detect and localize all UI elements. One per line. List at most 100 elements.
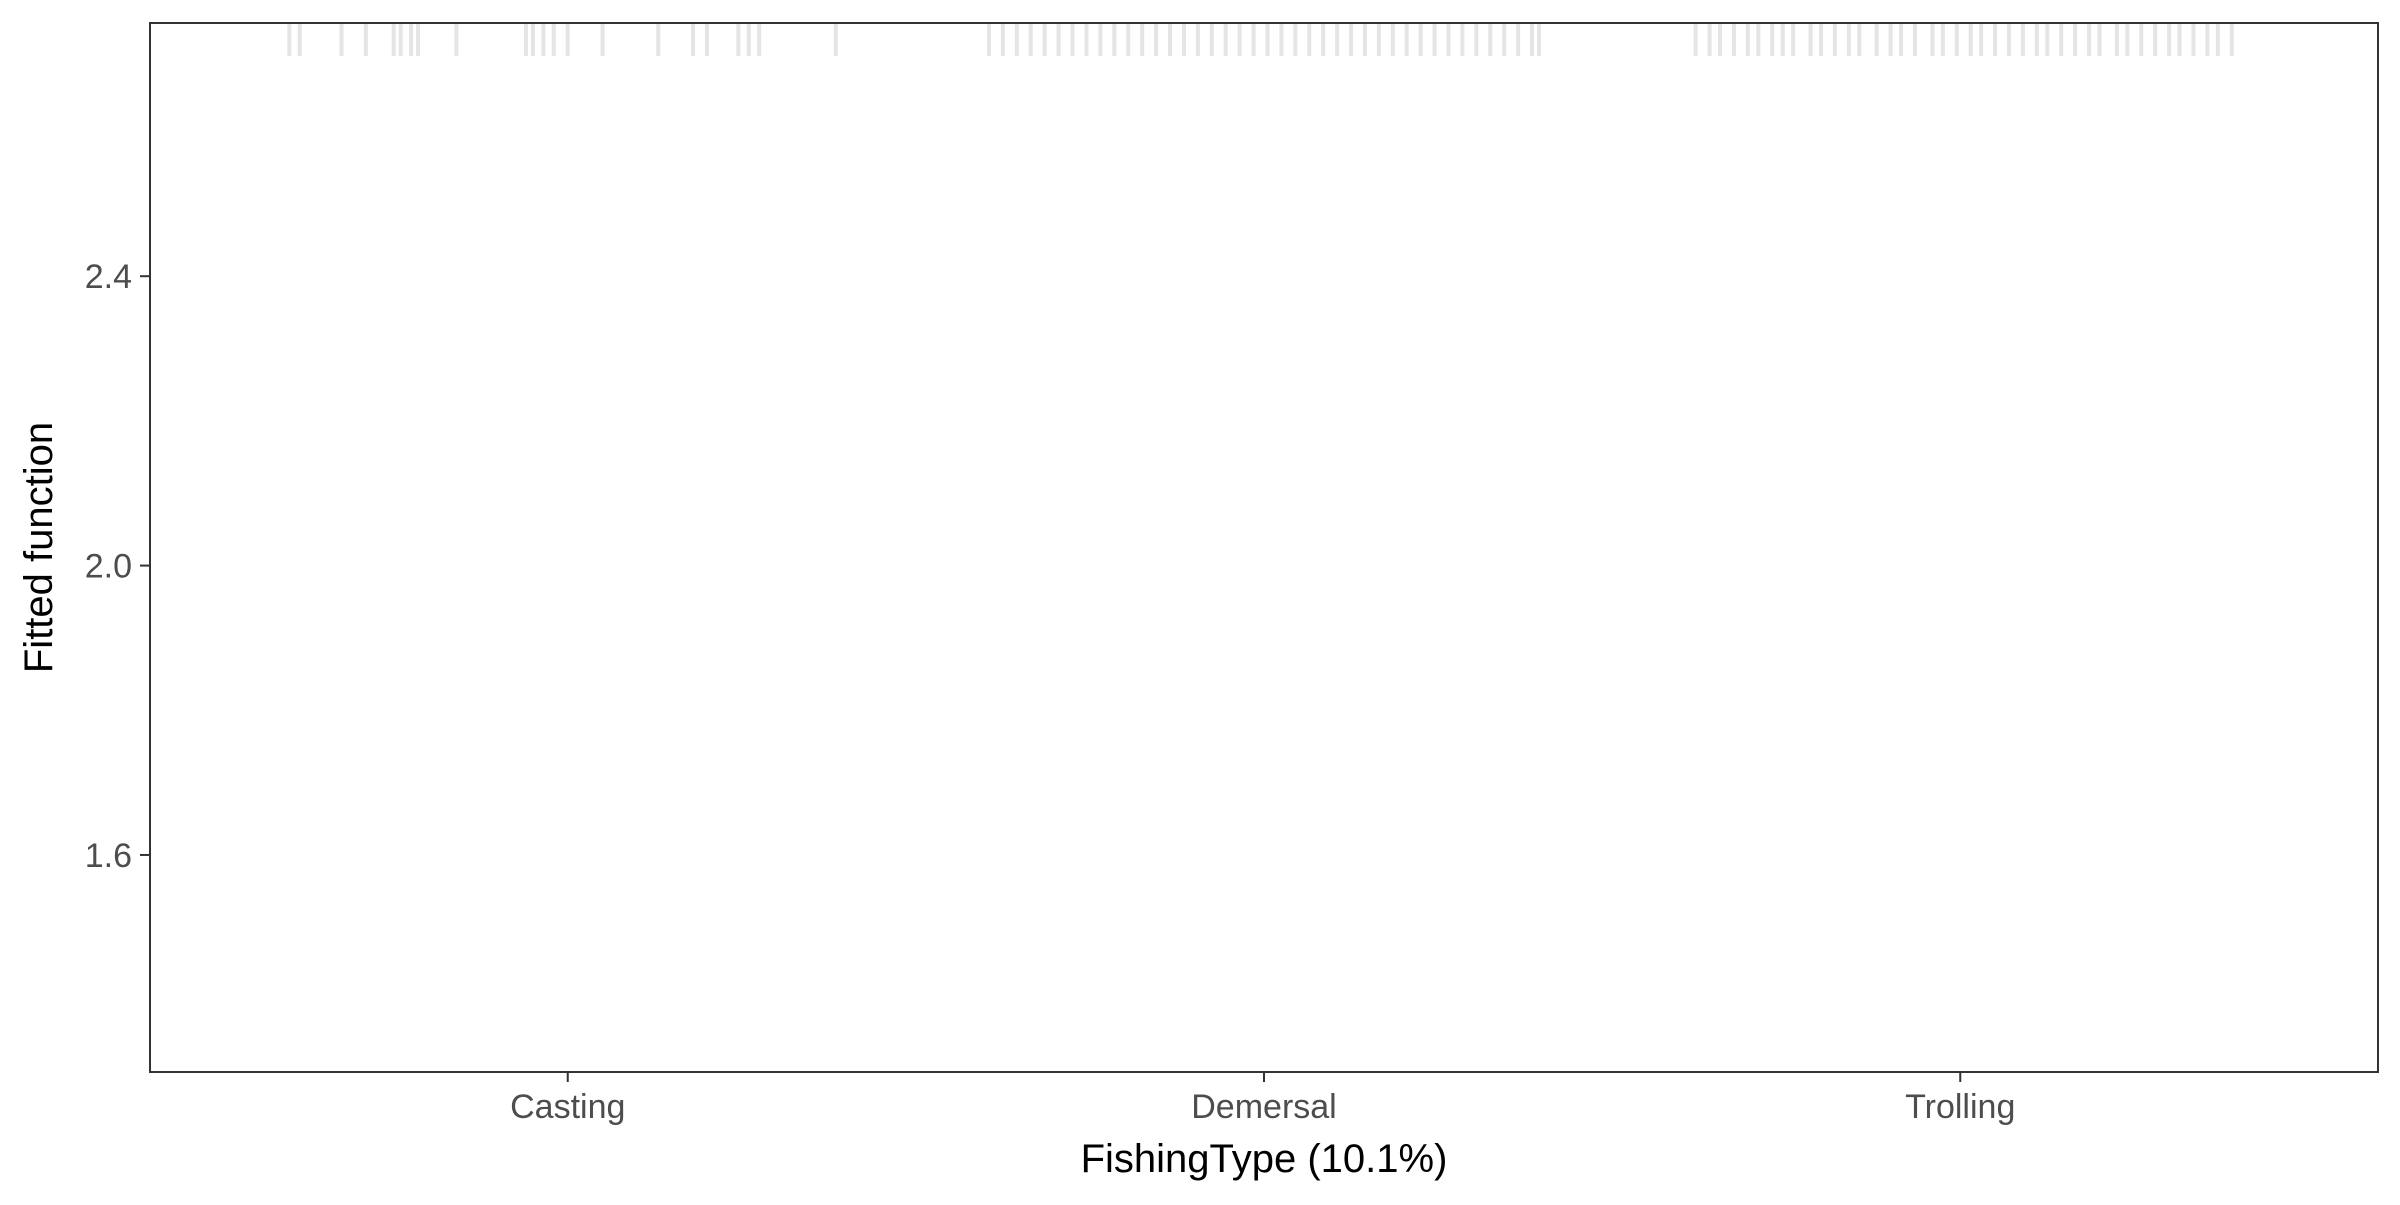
- rug-mark: [1335, 24, 1340, 56]
- rug-mark: [2167, 24, 2172, 56]
- rug-mark: [1251, 24, 1256, 56]
- rug-mark: [454, 24, 459, 56]
- rug-mark: [1028, 24, 1033, 56]
- y-tick-label: 2.4: [85, 258, 132, 296]
- rug-mark: [1084, 24, 1089, 56]
- rug-mark: [2114, 24, 2119, 56]
- rug-mark: [1223, 24, 1228, 56]
- rug-mark: [1390, 24, 1395, 56]
- rug-mark: [1404, 24, 1409, 56]
- rug-mark: [297, 24, 302, 56]
- rug-mark: [1446, 24, 1451, 56]
- y-axis-title: Fitted function: [17, 422, 61, 673]
- rug-mark: [600, 24, 605, 56]
- rug-mark: [1731, 24, 1736, 56]
- rug-mark: [541, 24, 546, 56]
- rug-mark: [1209, 24, 1214, 56]
- y-tick-label: 1.6: [85, 837, 132, 875]
- rug-mark: [2006, 24, 2011, 56]
- rug-mark: [1808, 24, 1813, 56]
- rug-mark: [1832, 24, 1837, 56]
- rug-mark: [1321, 24, 1326, 56]
- rug-mark: [530, 24, 535, 56]
- rug-mark: [1098, 24, 1103, 56]
- rug-mark: [1112, 24, 1117, 56]
- rug-mark: [1846, 24, 1851, 56]
- rug-mark: [656, 24, 661, 56]
- rug-mark: [1899, 24, 1904, 56]
- x-tick-label: Casting: [510, 1088, 625, 1126]
- rug-mark: [2087, 24, 2092, 56]
- rug-mark: [736, 24, 741, 56]
- y-axis: 1.6 2.0 2.4: [85, 258, 150, 875]
- rug-mark: [2153, 24, 2158, 56]
- rug-mark: [416, 24, 421, 56]
- rug-mark: [1718, 24, 1723, 56]
- rug-mark: [2205, 24, 2210, 56]
- rug-mark: [1181, 24, 1186, 56]
- x-axis-title: FishingType (10.1%): [1081, 1137, 1448, 1181]
- rug-mark: [986, 24, 991, 56]
- rug-mark: [2125, 24, 2130, 56]
- rug-mark: [1349, 24, 1354, 56]
- rug-mark: [1362, 24, 1367, 56]
- rug-mark: [1874, 24, 1879, 56]
- rug-mark: [287, 24, 292, 56]
- rug-mark: [1912, 24, 1917, 56]
- rug-mark: [2215, 24, 2220, 56]
- rug-mark: [1293, 24, 1298, 56]
- rug-mark: [2191, 24, 2196, 56]
- rug-mark: [746, 24, 751, 56]
- rug-mark: [1195, 24, 1200, 56]
- rug-mark: [1537, 24, 1542, 56]
- rug-mark: [1307, 24, 1312, 56]
- rug-mark: [1819, 24, 1823, 56]
- rug-mark: [2177, 24, 2182, 56]
- rug-mark: [1154, 24, 1159, 56]
- rug-mark: [1993, 24, 1998, 56]
- rug-mark: [2139, 24, 2144, 56]
- rug-mark: [339, 24, 344, 56]
- rug-mark: [2097, 24, 2102, 56]
- rug-mark: [1056, 24, 1061, 56]
- rug-mark: [1070, 24, 1075, 56]
- rug-mark: [1954, 24, 1959, 56]
- rug-mark: [1756, 24, 1761, 56]
- rug-mark: [691, 24, 696, 56]
- rug-mark: [1857, 24, 1862, 56]
- rug-mark: [398, 24, 403, 56]
- rug-mark: [1791, 24, 1796, 56]
- rug-mark: [1237, 24, 1242, 56]
- rug-mark: [1516, 24, 1521, 56]
- rug-mark: [1502, 24, 1507, 56]
- rug-mark: [523, 24, 528, 56]
- x-axis: Casting Demersal Trolling: [510, 1072, 2015, 1126]
- rug-mark: [1780, 24, 1785, 56]
- rug-mark: [757, 24, 762, 56]
- rug-mark: [1979, 24, 1984, 56]
- rug-mark: [2059, 24, 2064, 56]
- rug-mark: [1530, 24, 1535, 56]
- rug-mark: [1014, 24, 1019, 56]
- rug-mark: [1707, 24, 1712, 56]
- rug-mark: [1460, 24, 1465, 56]
- rug-layer: [287, 24, 2234, 56]
- rug-mark: [1745, 24, 1750, 56]
- rug-mark: [565, 24, 570, 56]
- rug-mark: [1126, 24, 1131, 56]
- rug-mark: [1042, 24, 1047, 56]
- rug-mark: [2073, 24, 2078, 56]
- rug-mark: [1693, 24, 1698, 56]
- rug-mark: [2020, 24, 2025, 56]
- rug-mark: [1432, 24, 1437, 56]
- rug-mark: [1376, 24, 1381, 56]
- rug-mark: [1279, 24, 1284, 56]
- rug-mark: [551, 24, 556, 56]
- x-tick-label: Trolling: [1905, 1088, 2015, 1126]
- rug-mark: [1488, 24, 1493, 56]
- rug-mark: [1770, 24, 1775, 56]
- y-tick-label: 2.0: [85, 548, 132, 586]
